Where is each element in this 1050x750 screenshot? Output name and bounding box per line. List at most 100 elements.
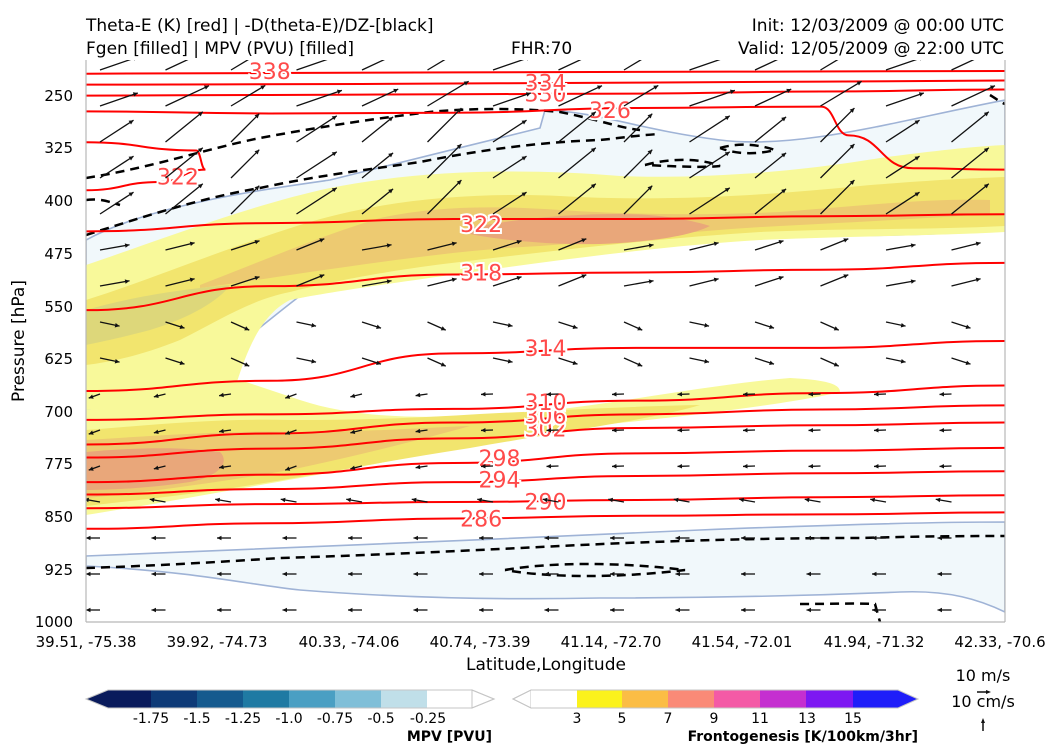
wind-vector-head: [456, 180, 462, 185]
wind-vector-head: [189, 241, 195, 247]
wind-vector-head: [260, 85, 266, 90]
wind-vector: [492, 191, 527, 215]
wind-vector: [558, 183, 597, 215]
wind-vector-head: [870, 497, 876, 503]
wind-vector-head: [673, 497, 679, 503]
theta-e-contour-label: 338: [249, 60, 291, 85]
wind-vector-head: [675, 535, 680, 541]
wind-vector-head: [544, 535, 549, 541]
fgen-colorbar: 3 5 7 9 11 13 15 Frontogenesis [K/100km/…: [511, 689, 920, 745]
wind-vector: [361, 244, 392, 251]
wind-vector-head: [939, 391, 945, 397]
wind-vector-head: [983, 111, 989, 117]
wind-vector-head: [572, 360, 578, 365]
fgen-tick-label: 13: [798, 711, 816, 727]
theta-e-contour-322: [86, 141, 206, 192]
wind-vector: [361, 60, 385, 71]
wind-vector-head: [463, 81, 469, 86]
wind-vector-head: [900, 359, 906, 364]
wind-vector: [296, 151, 338, 179]
fgen-colorbar-bin: [668, 690, 714, 708]
wind-vector-head: [254, 239, 260, 245]
wind-vector-head: [937, 571, 942, 577]
wind-vector-head: [464, 45, 469, 49]
wind-vector-head: [781, 188, 787, 194]
wind-vector-head: [808, 427, 814, 433]
wind-key-vertical-arrowhead: [981, 718, 985, 723]
wind-vector: [230, 240, 260, 251]
fgen-colorbar-ticks: 3 5 7 9 11 13 15: [573, 711, 862, 727]
wind-vector-head: [965, 360, 971, 365]
wind-vector-head: [677, 463, 683, 469]
wind-vector: [689, 151, 731, 179]
wind-vector-head: [319, 274, 325, 279]
wind-vector-head: [914, 156, 920, 161]
wind-vector-head: [741, 607, 746, 613]
wind-vector-head: [348, 571, 353, 577]
wind-vector-head: [769, 360, 775, 365]
wind-vector-head: [521, 192, 527, 197]
wind-vector-head: [521, 156, 527, 161]
wind-vector-head: [479, 571, 484, 577]
wind-vector-head: [849, 108, 855, 113]
wind-vector-head: [843, 274, 849, 279]
wind-vector-head: [456, 144, 462, 149]
wind-vector-head: [527, 60, 528, 61]
wind-vector: [885, 119, 920, 143]
wind-vector-head: [204, 85, 210, 90]
wind-vector-head: [724, 187, 730, 193]
wind-vector-head: [516, 239, 522, 245]
wind-vector-head: [179, 324, 185, 329]
wind-vector: [623, 113, 653, 143]
wind-vector: [820, 274, 849, 287]
wind-vector-head: [781, 116, 787, 122]
wind-vector: [361, 152, 394, 179]
wind-vector-head: [254, 185, 260, 191]
wind-vector-head: [983, 183, 989, 189]
theta-e-contour-310: [86, 384, 1005, 421]
mpv-tick-label: -0.5: [367, 711, 394, 727]
wind-vector-head: [806, 535, 811, 541]
wind-vector: [165, 242, 195, 251]
wind-vector: [99, 92, 139, 107]
wind-vector-head: [331, 115, 337, 121]
mpv-colorbar-label: MPV [PVU]: [407, 729, 492, 745]
wind-vector: [492, 240, 522, 251]
y-tick-label: 625: [44, 350, 73, 368]
wind-vector-head: [724, 151, 730, 157]
wind-vector: [99, 60, 132, 71]
wind-vector-head: [132, 92, 138, 97]
wind-vector-head: [197, 111, 203, 117]
wind-vector-head: [937, 535, 942, 541]
wind-vector-head: [935, 497, 941, 503]
wind-vector-head: [376, 324, 382, 329]
ddz-contour-lower-2: [504, 562, 686, 578]
wind-vector: [558, 60, 582, 71]
theta-e-contour-298: [86, 446, 1005, 484]
wind-vector: [230, 149, 260, 179]
wind-vector-head: [939, 427, 945, 433]
wind-vector-head: [729, 89, 735, 94]
wind-vector: [165, 85, 210, 107]
wind-vector-head: [151, 607, 156, 613]
wind-vector-head: [440, 362, 446, 367]
wind-vector-head: [608, 497, 614, 503]
fgen-colorbar-label: Frontogenesis [K/100km/3hr]: [688, 729, 918, 745]
wind-vector-head: [648, 243, 654, 248]
wind-vector-head: [713, 277, 719, 283]
y-axis-tick-labels: 250 325 400 475 550 625 700 775 850 925 …: [35, 87, 73, 631]
wind-vector-head: [217, 535, 222, 541]
wind-vector-head: [153, 429, 159, 435]
x-tick-label: 40.33, -74.06: [299, 633, 400, 651]
wind-vector: [99, 244, 130, 251]
wind-vector-head: [481, 427, 486, 433]
wind-vector: [427, 80, 469, 107]
wind-vector: [885, 191, 920, 215]
wind-vector: [951, 111, 990, 143]
wind-vector: [492, 119, 527, 143]
fgen-colorbar-bin: [714, 690, 760, 708]
x-tick-label: 39.51, -75.38: [36, 633, 137, 651]
wind-vector-head: [808, 463, 814, 469]
wind-vector-head: [331, 151, 337, 157]
wind-vector-head: [975, 277, 981, 283]
